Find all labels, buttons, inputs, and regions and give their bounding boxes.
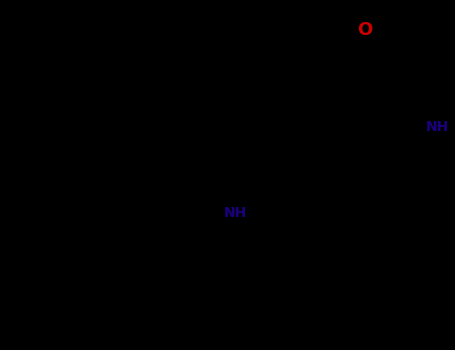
Text: NH: NH: [223, 206, 247, 220]
Text: NH: NH: [426, 120, 449, 134]
Text: O: O: [357, 21, 373, 39]
